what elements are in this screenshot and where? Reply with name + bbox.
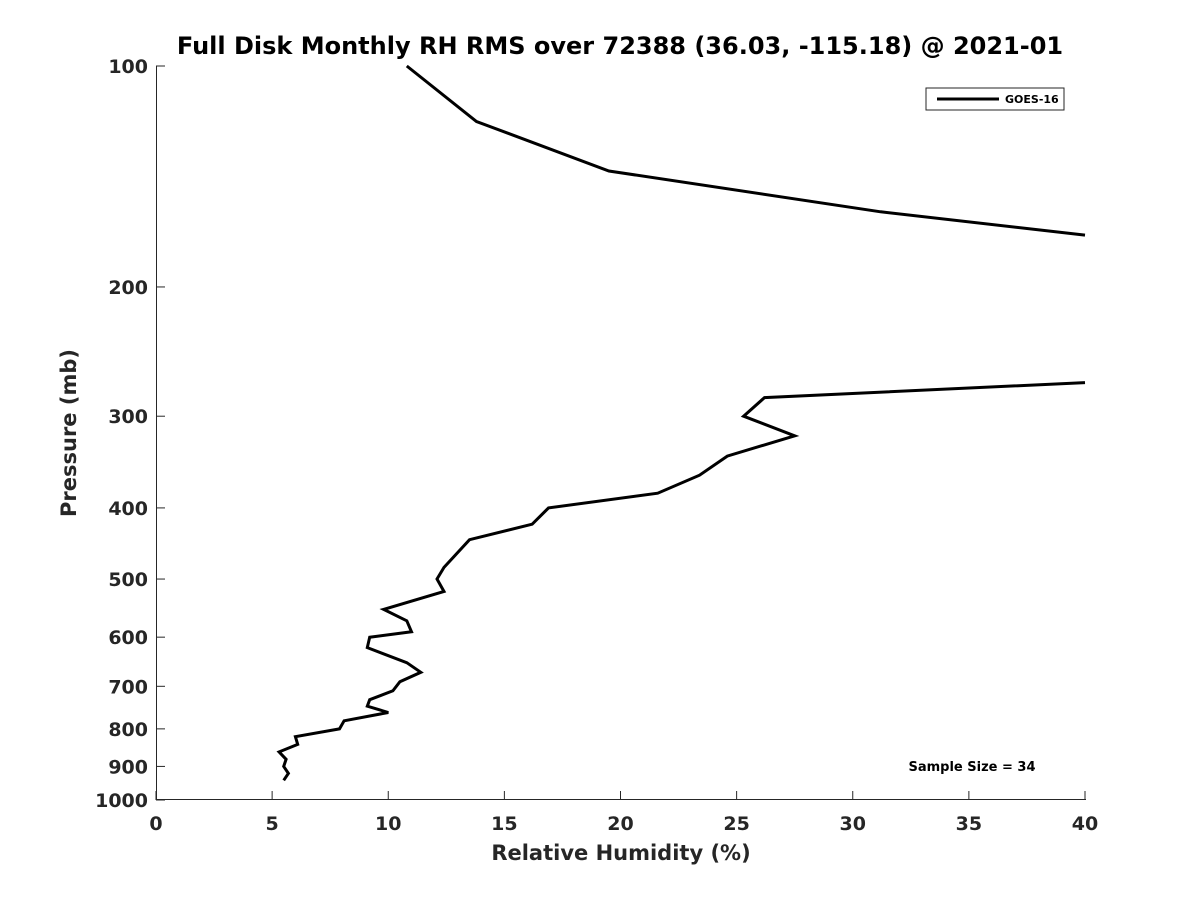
x-tick-label: 30 [840, 813, 866, 835]
y-tick-label: 100 [108, 56, 148, 78]
series-line-goes16 [405, 64, 1086, 237]
series-line-goes16 [276, 381, 1086, 782]
y-ticks: 100 200 300 400 500 600 700 800 900 1000 [95, 56, 165, 812]
y-tick-label: 900 [108, 756, 148, 778]
x-tick-label: 35 [956, 813, 982, 835]
x-tick-label: 25 [723, 813, 749, 835]
x-tick-label: 20 [607, 813, 633, 835]
y-axis-label: Pressure (mb) [57, 349, 81, 517]
legend: GOES-16 [925, 87, 1065, 111]
y-tick-label: 600 [108, 627, 148, 649]
x-axis-label: Relative Humidity (%) [491, 841, 750, 865]
y-tick-label: 200 [108, 277, 148, 299]
y-tick-label: 1000 [95, 790, 148, 812]
x-tick-label: 10 [375, 813, 401, 835]
legend-entry-goes16: GOES-16 [1005, 93, 1059, 106]
x-tick-label: 5 [266, 813, 279, 835]
y-tick-label: 500 [108, 569, 148, 591]
sample-size-annotation: Sample Size = 34 [908, 760, 1035, 775]
y-tick-label: 400 [108, 498, 148, 520]
x-ticks: 0 5 10 15 20 25 30 35 40 [149, 791, 1098, 835]
x-tick-label: 0 [149, 813, 162, 835]
y-tick-label: 700 [108, 676, 148, 698]
chart-title: Full Disk Monthly RH RMS over 72388 (36.… [177, 32, 1063, 60]
y-tick-label: 800 [108, 719, 148, 741]
x-tick-label: 15 [491, 813, 517, 835]
y-tick-label: 300 [108, 406, 148, 428]
x-tick-label: 40 [1072, 813, 1098, 835]
series-layer [276, 64, 1086, 782]
